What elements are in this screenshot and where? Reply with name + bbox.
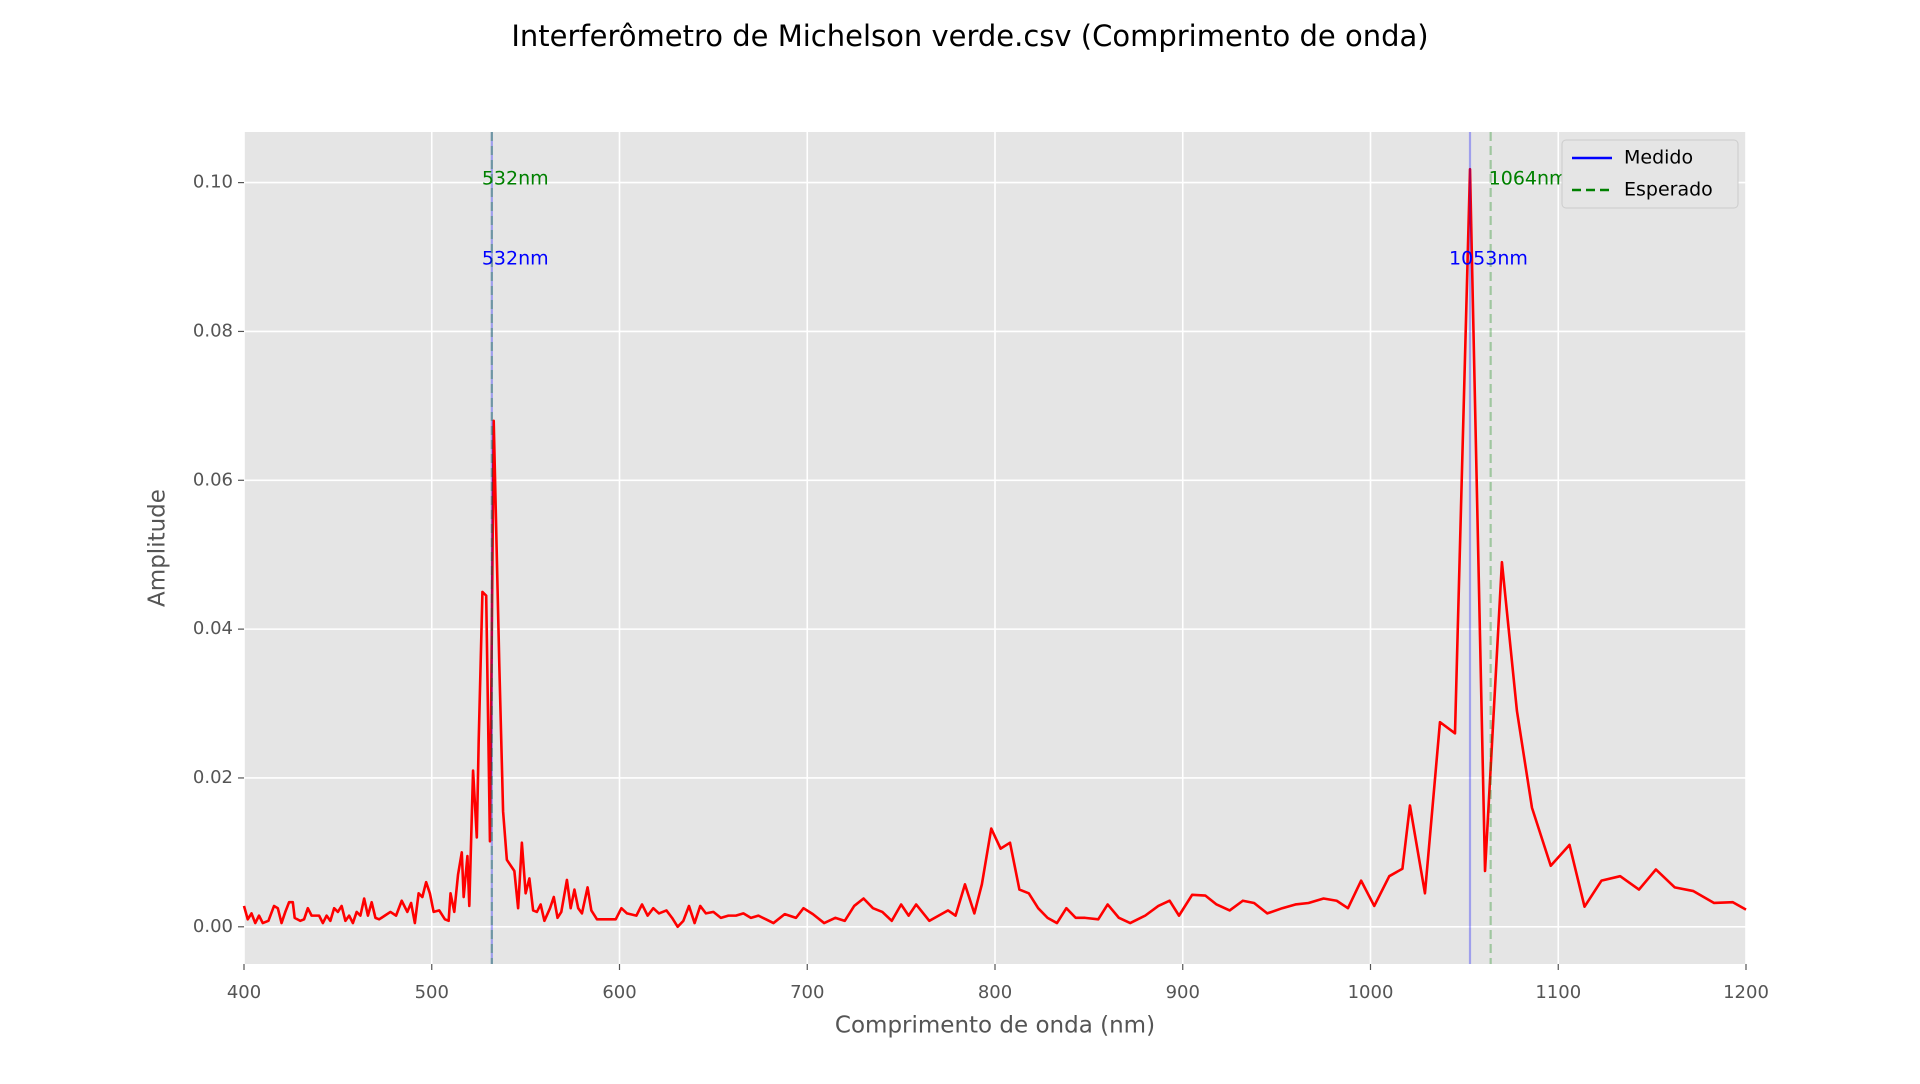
y-tick-label: 0.02	[193, 767, 233, 788]
y-tick-label: 0.08	[193, 320, 233, 341]
x-tick-label: 500	[415, 982, 449, 1003]
x-tick-label: 700	[790, 982, 824, 1003]
chart-title: Interferômetro de Michelson verde.csv (C…	[511, 19, 1428, 53]
x-tick-label: 1000	[1348, 982, 1394, 1003]
x-tick-label: 600	[602, 982, 636, 1003]
x-axis-label: Comprimento de onda (nm)	[835, 1013, 1155, 1039]
y-tick-label: 0.06	[193, 469, 233, 490]
x-tick-label: 800	[978, 982, 1012, 1003]
reference-label: 532nm	[482, 168, 549, 190]
data-line	[242, 167, 1747, 929]
x-tick-label: 400	[227, 982, 261, 1003]
legend: Medido Esperado	[1561, 139, 1739, 209]
x-tick-label: 900	[1166, 982, 1200, 1003]
reference-label: 1064nm	[1489, 168, 1568, 190]
legend-label: Esperado	[1624, 179, 1713, 201]
y-axis-label: Amplitude	[145, 489, 171, 607]
legend-label: Medido	[1624, 147, 1693, 169]
y-tick-label: 0.10	[193, 172, 233, 193]
x-tick-label: 1200	[1723, 982, 1769, 1003]
reference-label: 1053nm	[1449, 248, 1528, 270]
reference-label: 532nm	[482, 248, 549, 270]
x-tick-label: 1100	[1535, 982, 1581, 1003]
y-tick-label: 0.04	[193, 618, 233, 639]
y-tick-label: 0.00	[193, 916, 233, 937]
